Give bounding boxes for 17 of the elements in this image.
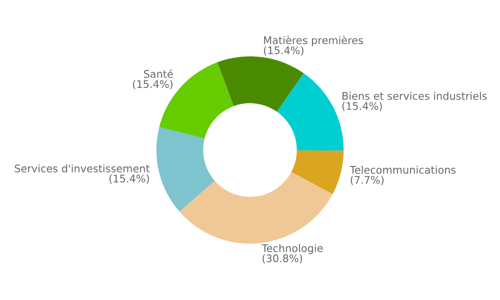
donut-slice [291, 150, 344, 194]
data-label: (15.4%) [110, 174, 149, 184]
donut-slice [156, 126, 215, 212]
donut-slice [180, 172, 333, 244]
donut-slice [276, 73, 344, 151]
donut-slice [217, 56, 304, 112]
data-label: (15.4%) [133, 80, 172, 90]
data-label: (7.7%) [350, 176, 384, 186]
slice-label: Biens et services industriels [342, 92, 487, 100]
slice-label: Technologie [262, 244, 323, 254]
slice-label: Services d'investissement [14, 164, 150, 172]
slice-label: Santé [144, 69, 173, 78]
data-label: (30.8%) [262, 254, 302, 264]
slice-label: Matières premières [264, 36, 363, 46]
data-label: (15.4%) [264, 46, 304, 56]
data-label: (15.4%) [342, 102, 382, 112]
slice-label: Telecommunications [350, 166, 456, 174]
